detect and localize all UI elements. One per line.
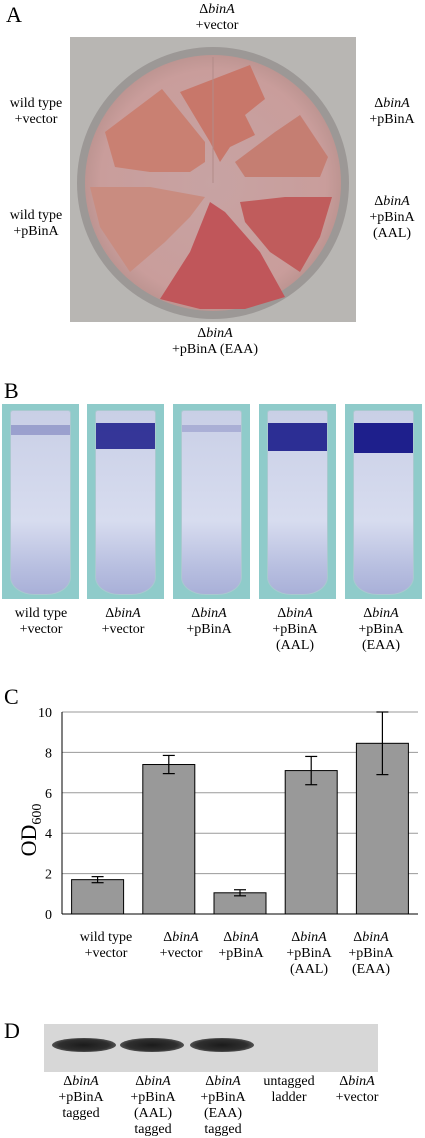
- y-tick-label: 8: [45, 746, 52, 761]
- y-tick-label: 10: [38, 706, 52, 721]
- gel-lane-label-4: untagged ladder: [263, 1074, 315, 1105]
- biofilm-tube-3: [173, 404, 250, 599]
- panel-d-letter: D: [4, 1018, 20, 1043]
- colony-delta-pbina: [235, 115, 328, 177]
- plate-label-right-lower: ΔbinA +pBinA (AAL): [369, 194, 415, 241]
- biofilm-ring-3: [182, 425, 241, 433]
- tube-label-4: ΔbinA +pBinA (AAL): [272, 606, 318, 653]
- colony-delta-vector: [180, 65, 265, 162]
- biofilm-tube-2: [87, 404, 164, 599]
- tube-label-1: wild type +vector: [14, 606, 68, 637]
- biofilm-ring-1: [11, 425, 70, 435]
- x-tick-label-1: wild type +vector: [79, 930, 133, 961]
- panel-b-letter: B: [4, 378, 19, 403]
- panel-c-letter: C: [4, 684, 19, 709]
- gel-band-3: [190, 1038, 254, 1052]
- x-tick-label-2: ΔbinA +vector: [159, 930, 203, 961]
- od600-bar-chart: 0 2 4 6 8 10 OD600: [16, 706, 418, 923]
- biofilm-ring-4: [268, 423, 327, 451]
- x-tick-label-4: ΔbinA +pBinA (AAL): [286, 930, 332, 977]
- gel-lane-label-5: ΔbinA +vector: [335, 1074, 379, 1105]
- biofilm-tube-1: [2, 404, 79, 599]
- bar-1: [71, 879, 125, 915]
- gel-lane-label-1: ΔbinA +pBinA tagged: [58, 1074, 104, 1121]
- plate-label-left-lower: wild type +pBinA: [9, 208, 63, 239]
- agar-plate-photo: [70, 37, 356, 322]
- y-tick-label: 4: [45, 827, 52, 842]
- gel-band-2: [120, 1038, 184, 1052]
- plate-label-left-upper: wild type +vector: [9, 96, 63, 127]
- x-tick-label-3: ΔbinA +pBinA: [218, 930, 264, 961]
- plate-label-bottom: ΔbinA +pBinA (EAA): [171, 326, 259, 357]
- plate-label-top: ΔbinA +vector: [195, 2, 239, 33]
- tube-label-2: ΔbinA +vector: [101, 606, 145, 637]
- panel-a-letter: A: [6, 2, 22, 27]
- y-axis-label: OD600: [16, 804, 45, 857]
- biofilm-tube-5: [345, 404, 422, 599]
- colony-delta-eaa: [160, 202, 285, 309]
- colony-wt-vector: [105, 89, 205, 172]
- y-tick-label: 2: [45, 868, 52, 883]
- y-tick-label: 6: [45, 787, 52, 802]
- colony-delta-aal: [240, 197, 332, 272]
- plate-label-right-upper: ΔbinA +pBinA: [369, 96, 415, 127]
- y-tick-label: 0: [45, 908, 52, 923]
- gel-lane-label-2: ΔbinA +pBinA (AAL) tagged: [130, 1074, 176, 1137]
- bar-2: [142, 764, 196, 915]
- colony-wt-pbina: [90, 187, 205, 272]
- gel-lane-label-3: ΔbinA +pBinA (EAA) tagged: [200, 1074, 246, 1137]
- bar-4: [284, 770, 338, 915]
- tube-label-5: ΔbinA +pBinA (EAA): [358, 606, 404, 653]
- x-tick-label-5: ΔbinA +pBinA (EAA): [348, 930, 394, 977]
- gel-band-1: [52, 1038, 116, 1052]
- western-blot-gel: [44, 1024, 378, 1072]
- biofilm-tube-4: [259, 404, 336, 599]
- biofilm-ring-5: [354, 423, 413, 453]
- biofilm-ring-2: [96, 423, 155, 450]
- tube-label-3: ΔbinA +pBinA: [186, 606, 232, 637]
